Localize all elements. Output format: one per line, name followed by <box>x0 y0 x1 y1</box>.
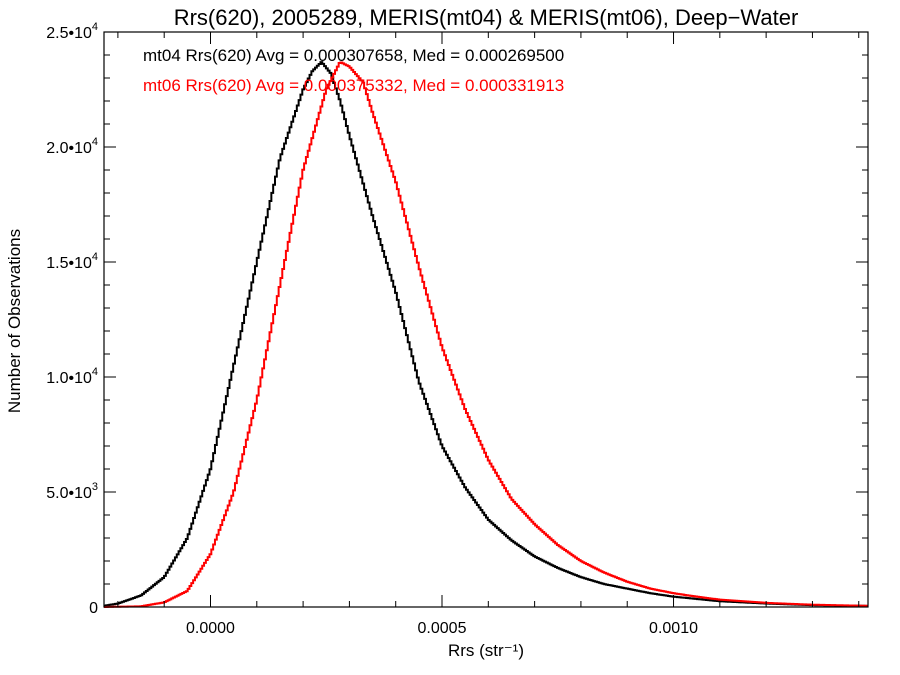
series-mt04-line <box>104 61 868 607</box>
plot-frame <box>103 31 869 608</box>
stats-annotation-2: mt06 Rrs(620) Avg = 0.000375332, Med = 0… <box>143 76 564 95</box>
annotation-layer: mt04 Rrs(620) Avg = 0.000307658, Med = 0… <box>143 46 564 95</box>
x-tick-label: 0.0000 <box>186 620 235 637</box>
x-tick-label: 0.0005 <box>418 620 467 637</box>
y-tick-label: 1.0•104 <box>46 366 98 387</box>
y-tick-label: 5.0•103 <box>46 481 98 502</box>
x-axis-label: Rrs (str⁻¹) <box>448 641 524 660</box>
y-tick-label: 2.0•104 <box>46 136 98 157</box>
y-tick-label: 0 <box>89 600 98 617</box>
x-tick-label: 0.0010 <box>649 620 698 637</box>
y-tick-label: 2.5•104 <box>46 21 98 42</box>
y-axis-label: Number of Observations <box>5 229 24 413</box>
series-layer <box>104 61 868 608</box>
y-tick-label: 1.5•104 <box>46 251 98 272</box>
stats-annotation-1: mt04 Rrs(620) Avg = 0.000307658, Med = 0… <box>143 46 564 65</box>
axes-layer: 0.0000 0.0005 0.0010 0 5.0•103 1.0•104 1.5•104… <box>46 21 869 637</box>
series-mt06-line <box>104 61 868 608</box>
chart-title: Rrs(620), 2005289, MERIS(mt04) & MERIS(m… <box>174 5 799 30</box>
